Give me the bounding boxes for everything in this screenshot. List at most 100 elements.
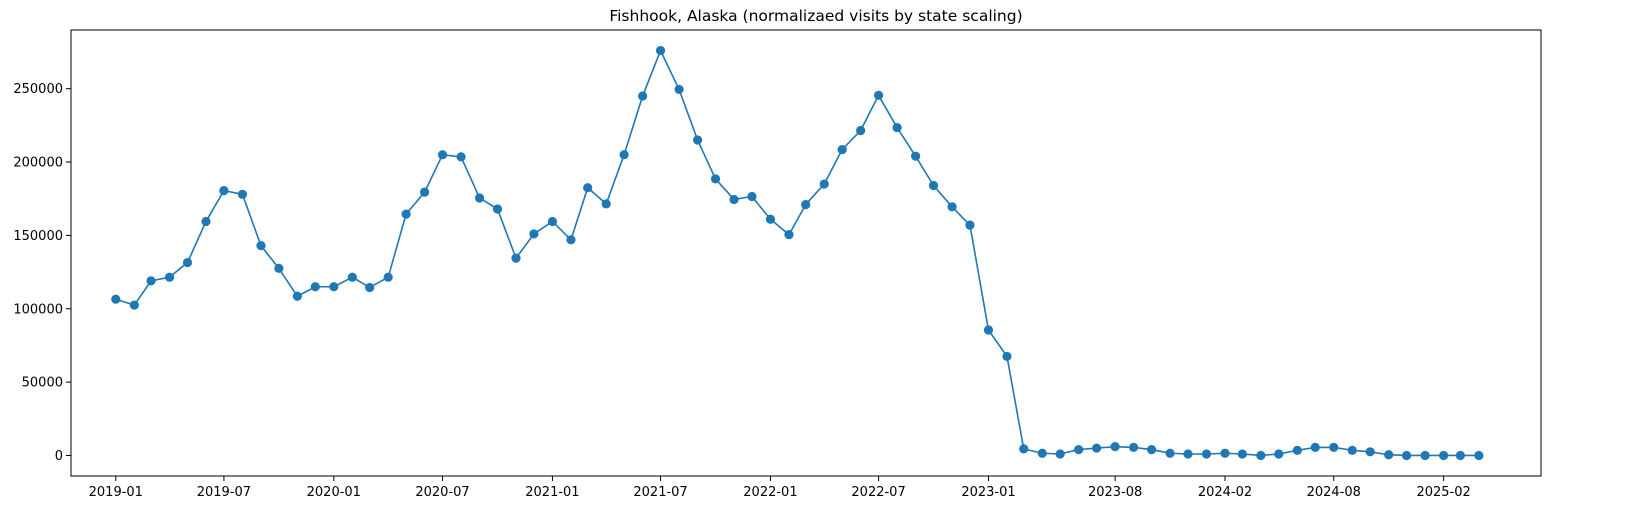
x-tick-label: 2022-07 — [851, 485, 905, 500]
data-point — [164, 272, 175, 282]
data-point — [1256, 450, 1266, 461]
data-point — [129, 300, 139, 310]
data-point — [928, 180, 939, 191]
data-point — [1474, 450, 1484, 461]
data-point — [420, 187, 430, 197]
x-tick-label: 2024-02 — [1198, 485, 1252, 500]
y-tick-label: 50000 — [22, 376, 63, 391]
data-point — [583, 183, 593, 193]
data-point — [655, 45, 666, 56]
data-point — [1347, 445, 1357, 455]
data-point — [729, 194, 739, 205]
data-point — [1402, 450, 1412, 461]
data-point — [365, 282, 375, 293]
data-point — [692, 135, 703, 145]
data-point — [619, 150, 629, 160]
data-point — [965, 220, 975, 230]
data-point — [892, 122, 902, 133]
data-point — [347, 272, 357, 282]
data-point — [1420, 450, 1430, 461]
data-point — [1220, 448, 1230, 458]
x-tick-label: 2019-07 — [197, 485, 251, 500]
data-point — [456, 152, 466, 162]
y-tick-label: 200000 — [13, 156, 63, 171]
data-point — [1092, 443, 1102, 453]
data-point — [947, 202, 957, 212]
data-point — [256, 241, 266, 251]
data-point — [329, 282, 339, 292]
data-point — [1274, 449, 1284, 459]
data-point — [437, 150, 448, 160]
data-point — [1002, 351, 1012, 362]
data-point — [1074, 444, 1084, 455]
data-point — [1019, 444, 1029, 454]
x-tick-label: 2021-07 — [633, 485, 687, 500]
data-point — [219, 186, 229, 196]
data-point — [492, 204, 503, 214]
data-point — [601, 199, 611, 209]
data-point — [1384, 450, 1394, 460]
data-point — [1292, 445, 1302, 455]
y-tick-label: 150000 — [13, 229, 63, 244]
x-tick-label: 2023-01 — [961, 485, 1015, 500]
y-tick-label: 100000 — [13, 302, 63, 317]
data-point — [401, 209, 411, 219]
data-point — [146, 276, 156, 286]
data-point — [873, 90, 884, 100]
data-point — [1110, 442, 1120, 452]
data-point — [710, 174, 721, 184]
data-point — [547, 216, 558, 227]
data-point — [819, 179, 829, 189]
data-point — [911, 151, 921, 161]
data-point — [784, 230, 794, 240]
data-point — [292, 291, 302, 301]
data-point — [1310, 442, 1320, 452]
plot-frame — [70, 29, 1542, 477]
data-point — [511, 253, 521, 263]
data-point — [529, 229, 539, 239]
data-point — [638, 91, 648, 101]
data-point — [182, 257, 193, 268]
x-tick-label: 2020-01 — [307, 485, 361, 500]
chart-title: Fishhook, Alaska (normalizaed visits by … — [609, 7, 1022, 25]
data-point — [1055, 449, 1065, 459]
data-point — [837, 144, 847, 155]
data-point — [765, 214, 776, 224]
data-point — [474, 193, 485, 203]
data-point — [1439, 450, 1449, 461]
x-tick-label: 2025-02 — [1416, 485, 1470, 500]
data-point — [1329, 442, 1339, 452]
data-point — [747, 191, 757, 202]
data-point — [111, 294, 121, 304]
data-point — [1165, 448, 1175, 458]
data-point — [1201, 449, 1212, 459]
x-tick-label: 2021-01 — [525, 485, 579, 500]
data-point — [1365, 447, 1375, 457]
data-point — [1037, 448, 1047, 458]
data-point — [1237, 449, 1247, 459]
data-point — [983, 325, 994, 335]
y-tick-label: 250000 — [13, 82, 63, 97]
data-point — [1183, 449, 1193, 459]
data-point — [237, 189, 248, 199]
data-point — [856, 125, 866, 136]
data-point — [383, 272, 393, 282]
x-tick-label: 2019-01 — [89, 485, 143, 500]
data-point — [1129, 442, 1139, 452]
plot-area: 0 50000 100000 150000 200000 250000 2019-01 201… — [13, 45, 1484, 500]
x-tick-label: 2020-07 — [415, 485, 469, 500]
data-point — [801, 199, 811, 210]
x-tick-label: 2022-01 — [743, 485, 797, 500]
x-tick-label: 2024-08 — [1307, 485, 1361, 500]
series-line — [115, 49, 1479, 457]
y-tick-label: 0 — [55, 449, 63, 464]
data-point — [310, 282, 320, 292]
data-point — [201, 216, 211, 227]
x-tick-label: 2023-08 — [1088, 485, 1142, 500]
data-point — [1455, 450, 1465, 461]
data-point — [274, 263, 284, 273]
data-point — [566, 235, 576, 245]
data-point — [674, 84, 684, 95]
